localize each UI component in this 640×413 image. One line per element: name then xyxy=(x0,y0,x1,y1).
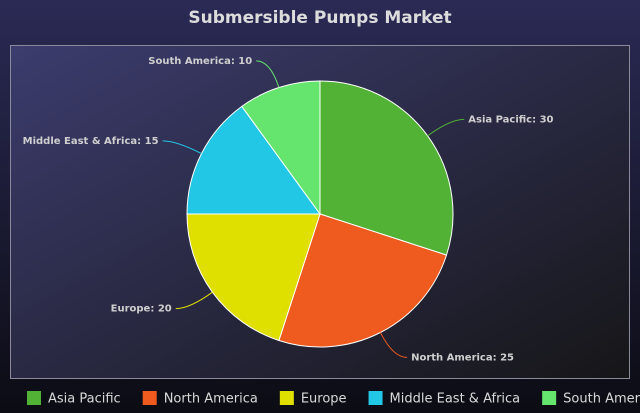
pie-slice xyxy=(186,105,321,215)
legend-label[interactable]: South America xyxy=(563,392,640,407)
data-label: Asia Pacific: 30 xyxy=(468,114,553,125)
data-label: Europe: 20 xyxy=(111,304,172,315)
label-connector xyxy=(427,118,465,137)
legend-swatch[interactable] xyxy=(142,391,157,405)
legend-label[interactable]: Middle East & Africa xyxy=(390,392,521,407)
pie-slice xyxy=(241,80,321,216)
data-label: North America: 25 xyxy=(411,352,514,363)
legend-swatch[interactable] xyxy=(27,391,41,405)
legend-swatch[interactable] xyxy=(368,391,383,405)
legend-swatch[interactable] xyxy=(279,391,294,405)
label-connector xyxy=(175,291,213,310)
label-connector xyxy=(162,140,202,155)
label-connector xyxy=(379,332,408,358)
legend-label[interactable]: North America xyxy=(164,392,258,407)
data-label: South America: 10 xyxy=(148,56,252,67)
label-connector xyxy=(256,60,280,88)
data-label: Middle East & Africa: 15 xyxy=(23,136,159,147)
chart-title: Submersible Pumps Market xyxy=(188,8,451,28)
pie-slice xyxy=(319,80,454,256)
legend-swatch[interactable] xyxy=(542,391,557,405)
legend-label[interactable]: Europe xyxy=(301,392,347,407)
legend-label[interactable]: Asia Pacific xyxy=(48,392,121,407)
